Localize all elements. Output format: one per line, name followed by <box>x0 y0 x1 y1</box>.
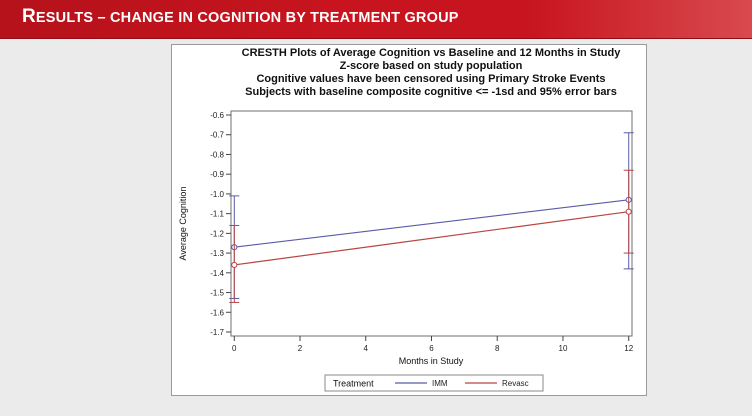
chart-panel: CRESTH Plots of Average Cognition vs Bas… <box>171 44 647 396</box>
y-tick-label: -0.6 <box>210 111 224 120</box>
x-axis-label: Months in Study <box>399 356 464 366</box>
chart-title-line-4: Subjects with baseline composite cogniti… <box>245 86 617 98</box>
x-tick-label: 0 <box>232 344 237 353</box>
x-tick-label: 6 <box>429 344 434 353</box>
x-tick-label: 8 <box>495 344 500 353</box>
y-tick-label: -0.8 <box>210 150 224 159</box>
series-line-imm <box>234 199 629 248</box>
data-point-revasc <box>625 208 632 215</box>
legend-label-revasc: Revasc <box>502 379 529 388</box>
data-point-revasc <box>231 261 238 269</box>
x-tick-label: 2 <box>298 344 303 353</box>
slide-title-dash: – <box>93 10 110 26</box>
y-tick-label: -1.3 <box>210 249 224 258</box>
y-tick-label: -0.7 <box>210 131 224 140</box>
y-tick-label: -1.6 <box>210 308 224 317</box>
slide-header: RESULTS – CHANGE IN COGNITION BY TREATME… <box>0 0 752 39</box>
y-tick-label: -1.1 <box>210 210 224 219</box>
x-tick-label: 10 <box>559 344 568 353</box>
legend-title: Treatment <box>333 379 374 389</box>
y-tick-label: -1.2 <box>210 229 224 238</box>
x-tick-label: 4 <box>364 344 369 353</box>
legend-label-imm: IMM <box>432 379 448 388</box>
slide-title-initial: R <box>22 6 36 27</box>
slide-title-subject: CHANGE IN COGNITION BY TREATMENT GROUP <box>109 10 459 26</box>
y-axis-label: Average Cognition <box>178 187 188 261</box>
cognition-chart: CRESTH Plots of Average Cognition vs Bas… <box>178 47 634 392</box>
slide-title-word: ESULTS <box>35 10 94 26</box>
y-tick-label: -1.4 <box>210 269 224 278</box>
chart-title-line-3: Cognitive values have been censored usin… <box>256 73 605 85</box>
y-tick-label: -1.7 <box>210 328 224 337</box>
y-tick-label: -1.5 <box>210 289 224 298</box>
chart-title-line-1: CRESTH Plots of Average Cognition vs Bas… <box>242 47 622 59</box>
legend-box <box>324 374 544 392</box>
series-line-revasc <box>234 211 629 266</box>
x-tick-label: 12 <box>624 344 633 353</box>
chart-title-line-2: Z-score based on study population <box>340 60 523 72</box>
slide-title: RESULTS – CHANGE IN COGNITION BY TREATME… <box>22 6 459 28</box>
y-tick-label: -0.9 <box>210 170 224 179</box>
y-tick-label: -1.0 <box>210 190 224 199</box>
